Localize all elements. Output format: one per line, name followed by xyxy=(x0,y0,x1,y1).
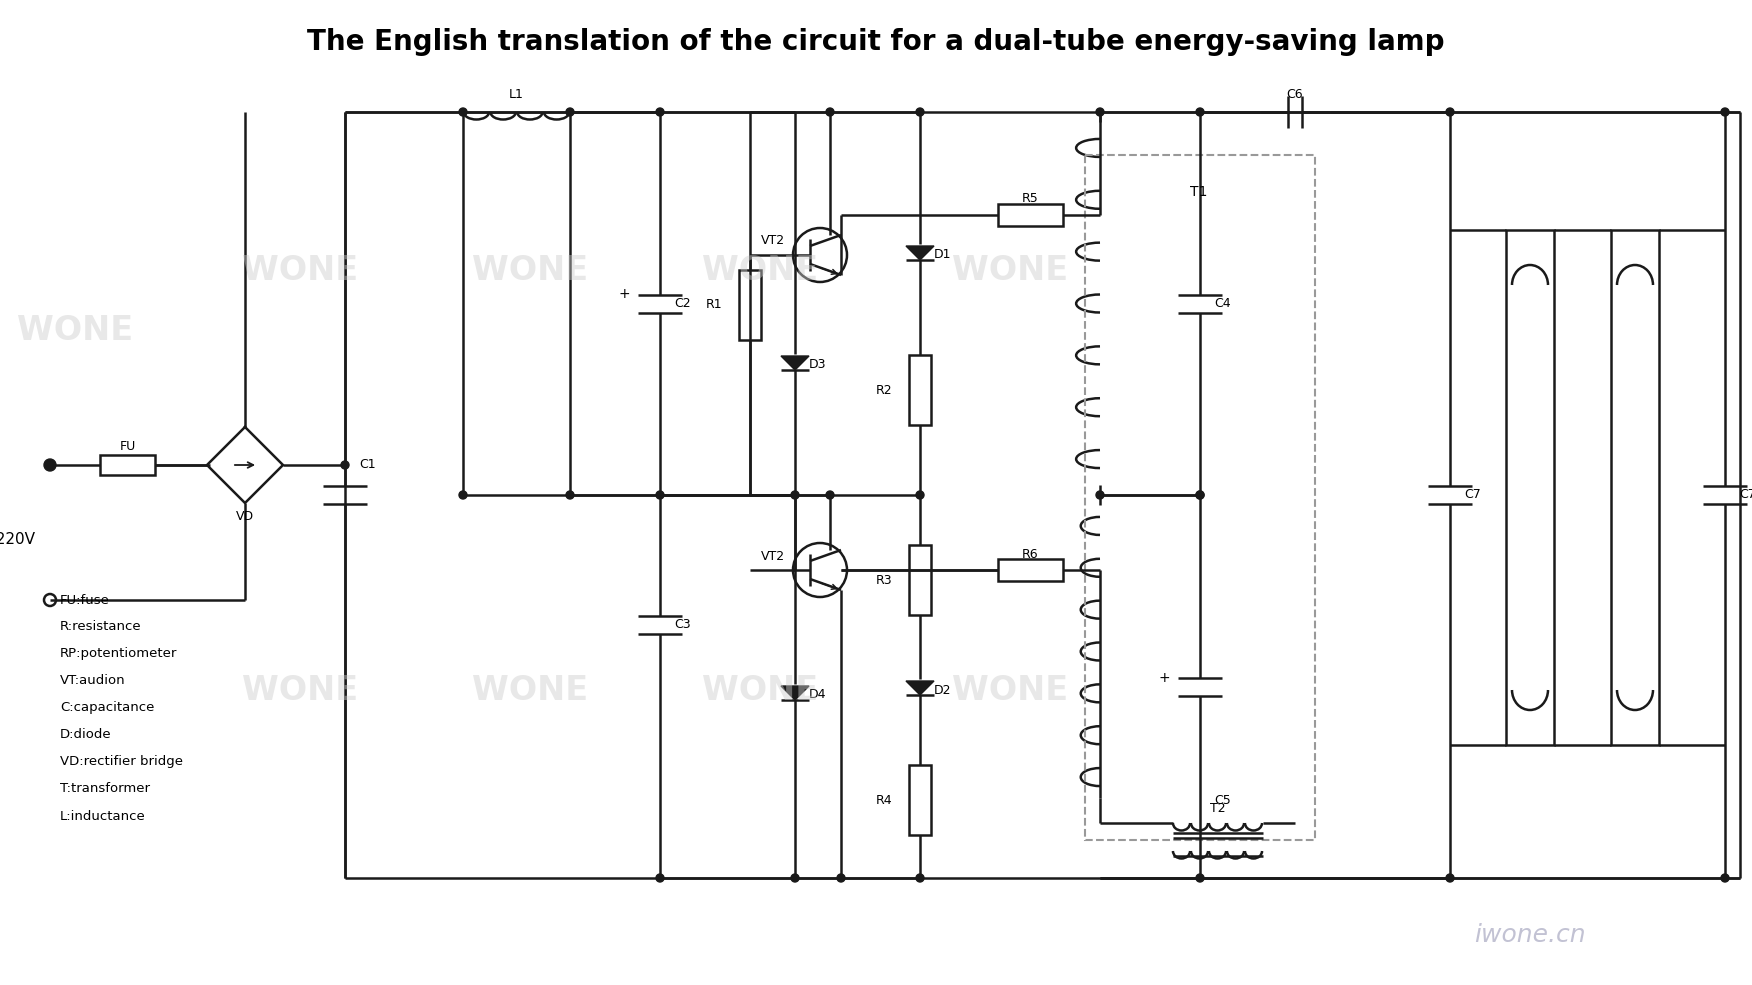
Text: WONE: WONE xyxy=(18,313,133,347)
Text: R1: R1 xyxy=(706,298,722,311)
Text: C1: C1 xyxy=(359,458,375,472)
Circle shape xyxy=(1197,874,1204,882)
Bar xyxy=(997,204,1062,226)
Text: C:capacitance: C:capacitance xyxy=(60,701,154,714)
Circle shape xyxy=(794,228,846,282)
Text: ~220V: ~220V xyxy=(0,533,35,548)
Text: WONE: WONE xyxy=(703,674,818,706)
Circle shape xyxy=(916,108,923,116)
Text: C7`: C7` xyxy=(1740,489,1752,501)
Text: VD: VD xyxy=(237,510,254,523)
Text: D3: D3 xyxy=(809,359,827,371)
Text: WONE: WONE xyxy=(471,253,589,287)
Circle shape xyxy=(1445,874,1454,882)
Text: VT2: VT2 xyxy=(760,234,785,247)
Circle shape xyxy=(342,461,349,469)
Text: L1: L1 xyxy=(510,88,524,100)
Text: C4: C4 xyxy=(1214,297,1230,310)
Text: C5: C5 xyxy=(1214,794,1230,807)
Bar xyxy=(739,270,760,340)
Circle shape xyxy=(790,874,799,882)
Circle shape xyxy=(1720,108,1729,116)
Bar xyxy=(909,355,930,425)
Text: R2: R2 xyxy=(876,383,892,397)
Text: C6: C6 xyxy=(1286,88,1303,100)
Text: T1: T1 xyxy=(1190,185,1207,199)
Polygon shape xyxy=(906,246,934,260)
Text: VT:audion: VT:audion xyxy=(60,675,126,688)
Text: T:transformer: T:transformer xyxy=(60,782,151,796)
Text: The English translation of the circuit for a dual-tube energy-saving lamp: The English translation of the circuit f… xyxy=(307,28,1445,56)
Text: WONE: WONE xyxy=(242,674,357,706)
Text: L:inductance: L:inductance xyxy=(60,810,145,822)
Circle shape xyxy=(459,491,468,499)
Circle shape xyxy=(916,874,923,882)
Circle shape xyxy=(1197,491,1204,499)
Circle shape xyxy=(655,491,664,499)
Bar xyxy=(100,455,154,475)
Text: WONE: WONE xyxy=(471,674,589,706)
Circle shape xyxy=(566,108,575,116)
Text: WONE: WONE xyxy=(951,674,1069,706)
Text: FU:fuse: FU:fuse xyxy=(60,594,110,607)
Circle shape xyxy=(1097,108,1104,116)
Circle shape xyxy=(916,491,923,499)
Bar xyxy=(1507,230,1554,745)
Circle shape xyxy=(44,594,56,606)
Text: R5: R5 xyxy=(1021,192,1039,206)
Text: VT2: VT2 xyxy=(760,550,785,562)
Circle shape xyxy=(825,108,834,116)
Text: +: + xyxy=(1158,671,1170,685)
Circle shape xyxy=(1197,108,1204,116)
Text: D:diode: D:diode xyxy=(60,729,112,742)
Circle shape xyxy=(459,108,468,116)
Text: FU: FU xyxy=(119,440,135,453)
Polygon shape xyxy=(781,356,809,370)
Text: D1: D1 xyxy=(934,248,951,261)
Circle shape xyxy=(44,459,56,471)
Polygon shape xyxy=(906,681,934,695)
Text: C7: C7 xyxy=(1465,489,1480,501)
Circle shape xyxy=(837,874,844,882)
Circle shape xyxy=(825,491,834,499)
Text: R6: R6 xyxy=(1021,548,1039,560)
Circle shape xyxy=(790,491,799,499)
Bar xyxy=(909,765,930,835)
Circle shape xyxy=(1197,491,1204,499)
Bar xyxy=(909,545,930,615)
Text: R4: R4 xyxy=(876,794,892,807)
Bar xyxy=(1084,155,1316,840)
Text: WONE: WONE xyxy=(242,253,357,287)
Text: T2: T2 xyxy=(1209,803,1225,816)
Text: +: + xyxy=(618,288,631,301)
Circle shape xyxy=(655,874,664,882)
Text: D2: D2 xyxy=(934,684,951,696)
Circle shape xyxy=(794,543,846,597)
Circle shape xyxy=(1720,874,1729,882)
Text: RP:potentiometer: RP:potentiometer xyxy=(60,647,177,661)
Circle shape xyxy=(1445,108,1454,116)
Text: R3: R3 xyxy=(876,573,892,586)
Text: C2: C2 xyxy=(675,297,690,310)
Text: VD:rectifier bridge: VD:rectifier bridge xyxy=(60,755,182,768)
Text: iwone.cn: iwone.cn xyxy=(1473,923,1586,947)
Text: D4: D4 xyxy=(809,689,827,701)
Polygon shape xyxy=(781,686,809,700)
Circle shape xyxy=(655,108,664,116)
Circle shape xyxy=(566,491,575,499)
Circle shape xyxy=(1097,491,1104,499)
Text: C3: C3 xyxy=(675,619,690,631)
Bar xyxy=(997,559,1062,581)
Text: R:resistance: R:resistance xyxy=(60,621,142,633)
Bar xyxy=(1612,230,1659,745)
Text: WONE: WONE xyxy=(703,253,818,287)
Text: WONE: WONE xyxy=(951,253,1069,287)
